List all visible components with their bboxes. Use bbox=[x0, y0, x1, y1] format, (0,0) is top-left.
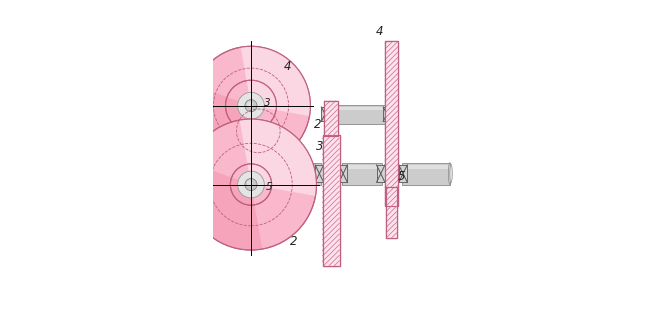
Circle shape bbox=[245, 179, 257, 191]
Bar bbox=[321, 107, 328, 122]
Wedge shape bbox=[191, 85, 261, 165]
Bar bbox=[291, 165, 299, 182]
Bar bbox=[339, 165, 347, 182]
Circle shape bbox=[245, 100, 257, 112]
Bar bbox=[342, 163, 382, 185]
Bar bbox=[315, 165, 324, 182]
Bar bbox=[385, 42, 398, 206]
Circle shape bbox=[245, 100, 257, 112]
Bar bbox=[387, 187, 397, 238]
Bar bbox=[323, 135, 340, 266]
Bar bbox=[387, 187, 397, 238]
Bar bbox=[323, 135, 340, 266]
Bar bbox=[402, 163, 450, 185]
Wedge shape bbox=[240, 119, 317, 196]
Bar bbox=[325, 101, 338, 136]
Bar bbox=[325, 101, 338, 136]
Circle shape bbox=[238, 171, 264, 198]
Circle shape bbox=[238, 92, 264, 119]
Bar bbox=[385, 42, 398, 206]
Text: 2: 2 bbox=[291, 235, 298, 248]
Bar bbox=[323, 135, 340, 266]
Text: 5: 5 bbox=[398, 170, 406, 183]
Text: 4: 4 bbox=[376, 25, 384, 38]
Circle shape bbox=[245, 179, 257, 191]
Circle shape bbox=[185, 119, 317, 250]
Bar bbox=[387, 187, 397, 238]
Text: 2: 2 bbox=[314, 118, 321, 131]
Bar bbox=[325, 101, 338, 136]
Bar bbox=[383, 107, 390, 122]
Ellipse shape bbox=[450, 164, 453, 183]
Wedge shape bbox=[225, 97, 255, 131]
Bar bbox=[387, 187, 397, 238]
Ellipse shape bbox=[449, 163, 451, 185]
Bar bbox=[290, 163, 321, 185]
Bar bbox=[399, 165, 407, 182]
Text: 3: 3 bbox=[264, 98, 270, 108]
Bar bbox=[377, 165, 385, 182]
Bar bbox=[342, 165, 382, 169]
Circle shape bbox=[238, 92, 264, 119]
Wedge shape bbox=[185, 162, 263, 250]
Wedge shape bbox=[247, 80, 276, 110]
Text: 4: 4 bbox=[283, 60, 291, 73]
Circle shape bbox=[247, 180, 253, 186]
Bar bbox=[290, 165, 321, 169]
Wedge shape bbox=[247, 164, 272, 188]
Text: 3: 3 bbox=[315, 140, 323, 153]
Circle shape bbox=[247, 101, 253, 107]
Bar bbox=[385, 42, 398, 206]
Bar bbox=[402, 165, 450, 169]
Text: 5: 5 bbox=[265, 182, 272, 192]
Circle shape bbox=[225, 80, 276, 131]
Circle shape bbox=[231, 164, 272, 205]
Bar bbox=[324, 105, 388, 124]
Wedge shape bbox=[231, 177, 255, 205]
Circle shape bbox=[247, 180, 253, 186]
Bar bbox=[324, 107, 388, 110]
Wedge shape bbox=[241, 46, 310, 116]
Circle shape bbox=[247, 101, 253, 107]
Bar bbox=[325, 101, 338, 136]
Bar bbox=[385, 42, 398, 206]
Circle shape bbox=[191, 46, 310, 165]
Circle shape bbox=[238, 171, 264, 198]
Bar bbox=[323, 135, 340, 266]
